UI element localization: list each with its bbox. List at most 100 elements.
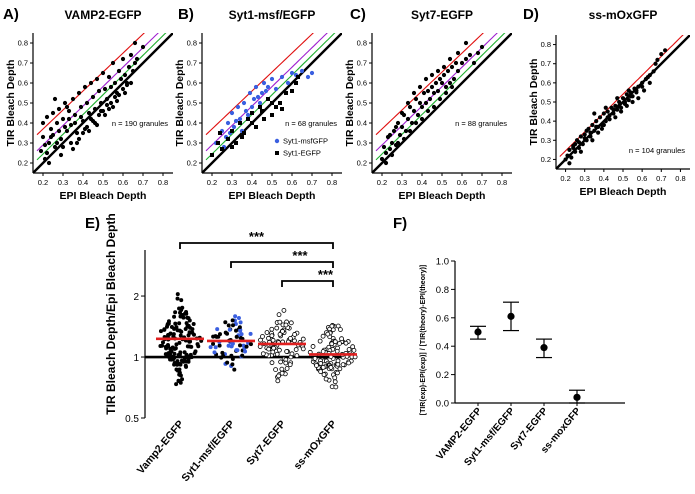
data-point [245, 112, 251, 118]
identity-line [372, 33, 512, 173]
y-tick-label: 0.8 [18, 39, 28, 48]
theory-curve [375, 33, 498, 152]
data-point [230, 145, 234, 149]
data-point [571, 145, 576, 151]
y-axis-label: TIR Bleach Depth [5, 60, 17, 147]
data-point [275, 378, 281, 384]
data-point [441, 64, 447, 70]
data-point [346, 347, 352, 352]
data-point [263, 88, 269, 94]
data-point [243, 108, 249, 114]
data-point [463, 56, 469, 62]
significance-bracket [281, 280, 334, 287]
data-point [126, 64, 132, 70]
data-point [413, 120, 419, 126]
data-point [427, 96, 433, 102]
data-point [634, 88, 639, 93]
data-point [186, 323, 191, 328]
x-tick-label: 0.2 [377, 178, 387, 187]
y-tick-label: 0.4 [541, 117, 551, 126]
x-tick-label: 0.2 [560, 174, 570, 183]
data-point [173, 321, 178, 326]
panel-label: B) [178, 6, 194, 23]
data-point [102, 112, 108, 118]
data-point [453, 60, 459, 66]
data-point [168, 350, 173, 355]
data-point [563, 157, 568, 162]
panel-label: C) [350, 6, 366, 23]
data-point [269, 333, 275, 339]
data-point [191, 322, 196, 327]
data-point [314, 363, 319, 368]
data-point [277, 331, 283, 337]
x-tick-label: 0.3 [58, 178, 68, 187]
data-point [437, 76, 443, 82]
data-point [474, 328, 482, 336]
data-point [108, 84, 114, 90]
significance-bracket [179, 242, 334, 249]
data-point [281, 307, 287, 313]
data-point [663, 48, 668, 53]
panel-label: E) [85, 215, 100, 232]
data-point [179, 329, 184, 334]
data-point [176, 353, 181, 358]
data-point [173, 346, 178, 351]
y-tick-label: 0.6 [541, 78, 551, 87]
data-point [640, 80, 645, 85]
legend-marker-msfgfp [274, 138, 280, 144]
data-point [106, 106, 112, 112]
data-point [611, 111, 616, 116]
data-point [620, 96, 626, 101]
data-point [459, 60, 465, 66]
data-point [628, 94, 633, 99]
data-point [617, 99, 622, 105]
data-point [226, 137, 230, 141]
data-point [449, 84, 455, 90]
data-point [266, 346, 272, 352]
x-tick-label: 0.6 [118, 178, 128, 187]
theory-curve [375, 33, 484, 136]
data-point [118, 76, 124, 82]
data-point [173, 310, 178, 315]
data-point [72, 120, 78, 126]
data-point [210, 153, 214, 157]
data-point [172, 326, 177, 331]
data-point [630, 99, 635, 105]
y-tick-label: 0.2 [436, 370, 449, 381]
data-point [64, 104, 70, 110]
data-point [92, 106, 98, 112]
data-point [186, 357, 191, 362]
data-point [603, 119, 608, 124]
data-point [580, 142, 585, 147]
data-point [655, 57, 660, 62]
data-point [395, 120, 401, 126]
x-tick-label: 0.5 [267, 178, 277, 187]
data-point [258, 105, 262, 109]
data-point [288, 320, 294, 326]
data-point [626, 88, 631, 93]
data-point [88, 80, 94, 86]
data-point [592, 111, 597, 116]
y-tick-label: 0.4 [357, 119, 367, 128]
data-point [160, 340, 165, 345]
data-point [332, 379, 338, 385]
data-point [294, 81, 298, 85]
data-point [265, 84, 271, 90]
data-point [243, 349, 248, 354]
data-point [196, 344, 201, 349]
data-point [340, 362, 346, 368]
data-point [110, 104, 116, 110]
data-point [54, 120, 60, 126]
data-point [78, 114, 84, 120]
data-point [238, 320, 243, 325]
data-point [463, 40, 469, 46]
data-point [98, 100, 104, 106]
data-point [276, 347, 282, 353]
data-point [287, 362, 293, 368]
data-point [395, 140, 401, 146]
panel-label: A) [3, 6, 19, 23]
y-tick-label: 0.7 [187, 59, 197, 68]
data-point [120, 56, 126, 62]
data-point [260, 351, 266, 357]
